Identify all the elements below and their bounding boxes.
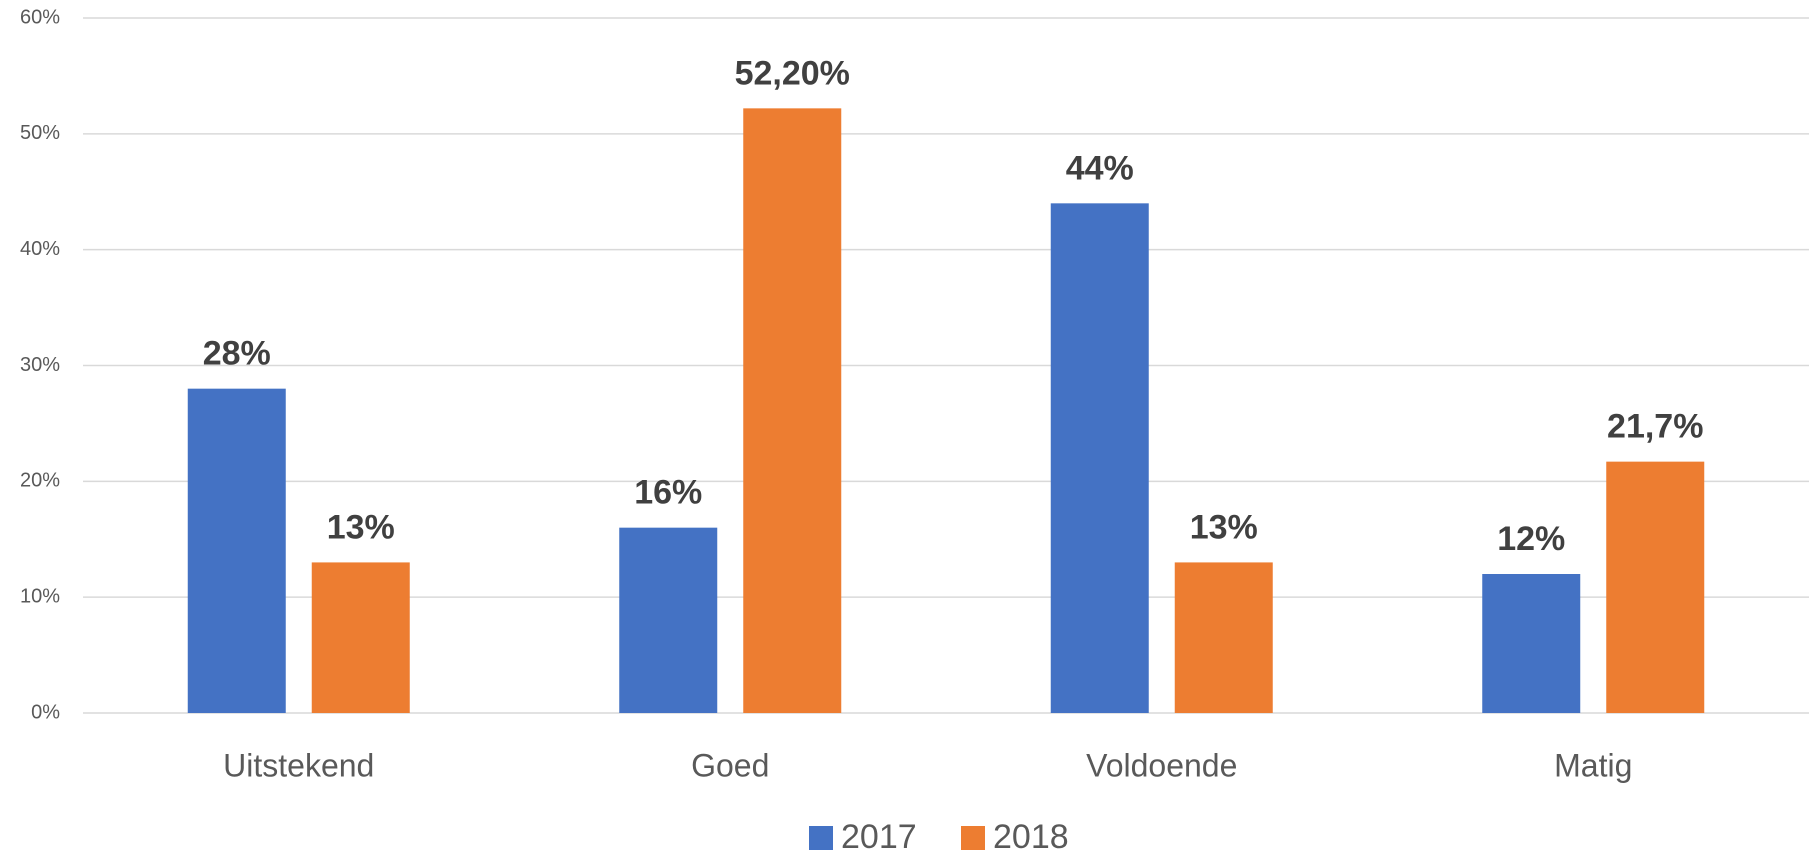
bar	[1482, 574, 1581, 713]
value-label: 52,20%	[735, 54, 850, 92]
value-label: 21,7%	[1607, 408, 1703, 446]
value-label: 16%	[634, 474, 702, 512]
bar	[1606, 461, 1705, 713]
legend-swatch	[961, 826, 985, 850]
y-tick-label: 60%	[20, 6, 60, 28]
x-tick-label: Voldoende	[1086, 747, 1237, 783]
value-label: 44%	[1066, 149, 1134, 187]
x-tick-label: Matig	[1554, 747, 1632, 783]
bar	[1174, 562, 1273, 713]
y-tick-label: 50%	[20, 122, 60, 144]
bar	[743, 108, 842, 714]
value-label: 13%	[1190, 508, 1258, 546]
legend-label: 2018	[993, 818, 1069, 856]
bar	[311, 562, 410, 713]
x-tick-label: Goed	[691, 747, 769, 783]
y-tick-label: 10%	[20, 585, 60, 607]
x-tick-label: Uitstekend	[223, 747, 374, 783]
legend-swatch	[809, 826, 833, 850]
y-tick-label: 20%	[20, 470, 60, 492]
bar	[1050, 203, 1149, 714]
value-label: 12%	[1497, 520, 1565, 558]
bar	[187, 388, 286, 713]
value-label: 13%	[327, 508, 395, 546]
y-tick-label: 30%	[20, 354, 60, 376]
y-tick-label: 40%	[20, 238, 60, 260]
value-label: 28%	[203, 335, 271, 373]
bar	[619, 527, 718, 713]
legend-label: 2017	[841, 818, 917, 856]
y-tick-label: 0%	[31, 701, 60, 723]
